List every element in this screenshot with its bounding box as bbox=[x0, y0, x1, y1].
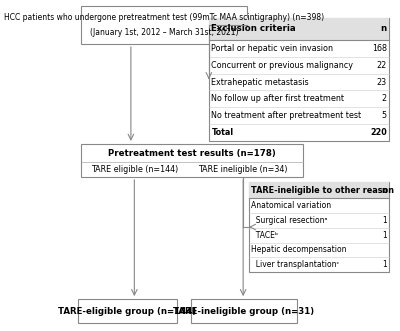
Text: Exclusion criteria: Exclusion criteria bbox=[212, 24, 296, 33]
Text: Surgical resectionᵃ: Surgical resectionᵃ bbox=[251, 216, 328, 225]
Text: 23: 23 bbox=[377, 77, 387, 86]
FancyBboxPatch shape bbox=[191, 300, 297, 323]
Text: Extrahepatic metastasis: Extrahepatic metastasis bbox=[212, 77, 309, 86]
Text: No follow up after first treatment: No follow up after first treatment bbox=[212, 94, 344, 103]
Text: 1: 1 bbox=[382, 260, 387, 269]
Text: (January 1st, 2012 – March 31st, 2021): (January 1st, 2012 – March 31st, 2021) bbox=[90, 28, 238, 37]
FancyBboxPatch shape bbox=[209, 18, 389, 40]
Text: TARE-ineligible group (n=31): TARE-ineligible group (n=31) bbox=[174, 307, 314, 316]
Text: TARE eligible (n=144): TARE eligible (n=144) bbox=[91, 165, 178, 174]
Text: Hepatic decompensation: Hepatic decompensation bbox=[251, 246, 347, 255]
FancyBboxPatch shape bbox=[81, 6, 247, 44]
Text: 1: 1 bbox=[382, 216, 387, 225]
FancyBboxPatch shape bbox=[78, 300, 177, 323]
Text: 2: 2 bbox=[382, 94, 387, 103]
Text: Total: Total bbox=[212, 128, 234, 137]
Text: TACEᵇ: TACEᵇ bbox=[251, 231, 278, 240]
FancyBboxPatch shape bbox=[249, 182, 389, 272]
Text: Anatomical variation: Anatomical variation bbox=[251, 201, 332, 210]
FancyBboxPatch shape bbox=[81, 144, 303, 177]
Text: No treatment after pretreatment test: No treatment after pretreatment test bbox=[212, 111, 362, 120]
Text: Liver transplantationᶜ: Liver transplantationᶜ bbox=[251, 260, 340, 269]
Text: 22: 22 bbox=[376, 61, 387, 70]
Text: n: n bbox=[381, 186, 387, 195]
Text: 5: 5 bbox=[382, 111, 387, 120]
Text: 168: 168 bbox=[372, 44, 387, 53]
Text: Pretreatment test results (n=178): Pretreatment test results (n=178) bbox=[108, 149, 276, 158]
Text: n: n bbox=[381, 24, 387, 33]
Text: Portal or hepatic vein invasion: Portal or hepatic vein invasion bbox=[212, 44, 334, 53]
Text: HCC patients who undergone pretreatment test (99mTc MAA scintigraphy) (n=398): HCC patients who undergone pretreatment … bbox=[4, 14, 324, 23]
Text: TARE-ineligible to other reason: TARE-ineligible to other reason bbox=[251, 186, 394, 195]
Text: Concurrent or previous malignancy: Concurrent or previous malignancy bbox=[212, 61, 354, 70]
Text: 220: 220 bbox=[370, 128, 387, 137]
FancyBboxPatch shape bbox=[249, 182, 389, 198]
Text: TARE-eligible group (n=144): TARE-eligible group (n=144) bbox=[58, 307, 196, 316]
Text: 1: 1 bbox=[382, 231, 387, 240]
FancyBboxPatch shape bbox=[209, 18, 389, 141]
Text: TARE ineligible (n=34): TARE ineligible (n=34) bbox=[198, 165, 288, 174]
